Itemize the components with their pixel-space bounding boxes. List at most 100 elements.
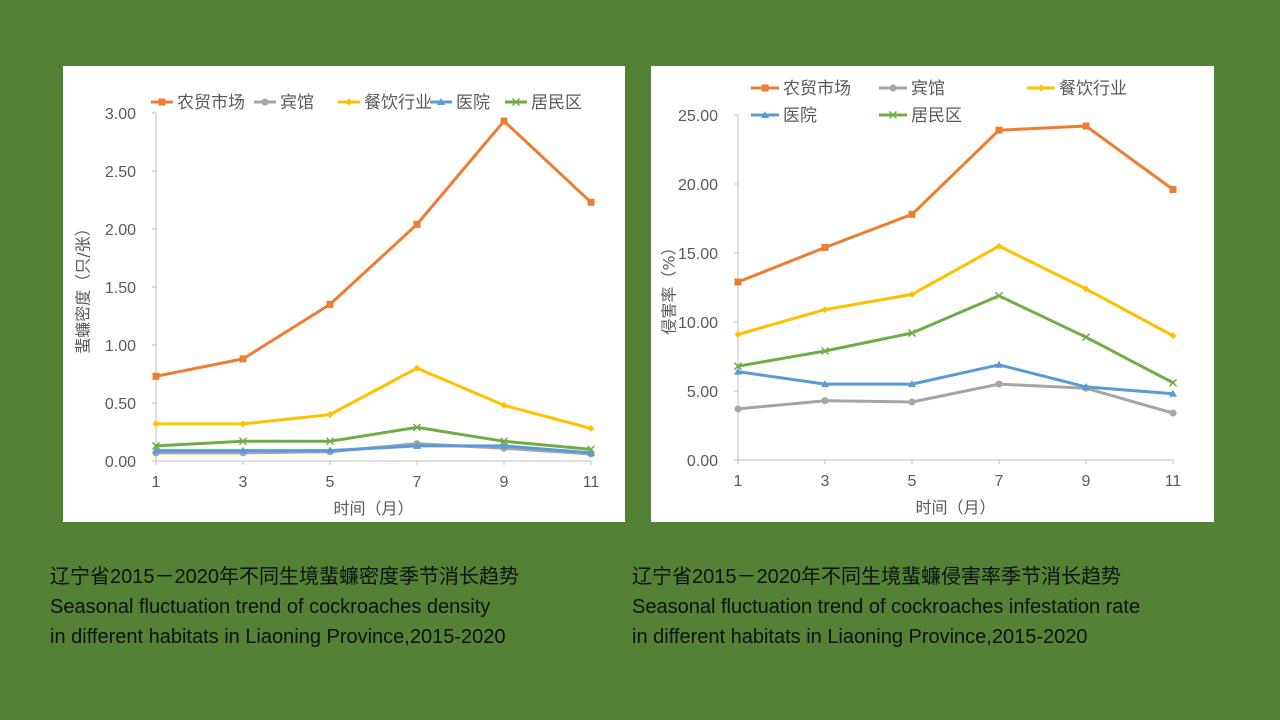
data-point (152, 446, 160, 454)
caption-chinese: 辽宁省2015－2020年不同生境蜚蠊侵害率季节消长趋势 (632, 566, 1121, 588)
x-tick-label: 3 (821, 473, 830, 490)
legend-marker (761, 84, 769, 92)
series-4 (152, 441, 595, 456)
y-tick-label: 1.50 (105, 280, 136, 297)
series-line (736, 382, 1175, 415)
data-point (413, 441, 421, 449)
data-point (995, 126, 1003, 134)
data-point (1168, 378, 1178, 387)
data-point (587, 198, 595, 206)
y-axis-label: 蜚蠊密度（只/张） (74, 220, 93, 353)
x-axis-label: 时间（月） (915, 498, 995, 517)
data-point (734, 367, 742, 375)
legend-label: 餐饮行业 (1059, 79, 1127, 99)
data-point (1082, 382, 1090, 390)
data-point (325, 437, 335, 446)
y-tick-label: 10.00 (678, 315, 718, 332)
legend-label: 宾馆 (911, 79, 945, 99)
data-point (152, 372, 160, 380)
series-1 (152, 117, 595, 380)
legend-label: 居民区 (531, 93, 582, 113)
series-line (736, 363, 1175, 396)
legend-marker (437, 98, 445, 105)
y-tick-label: 25.00 (678, 108, 718, 125)
data-point (587, 448, 595, 456)
series-3 (734, 242, 1177, 340)
legend-marker (1037, 84, 1045, 92)
legend-entry: 农贸市场 (751, 79, 851, 99)
y-tick-label: 5.00 (687, 384, 718, 401)
legend-entry: 医院 (751, 106, 817, 126)
legend-entry: 居民区 (505, 93, 582, 113)
series-4 (734, 360, 1177, 397)
data-point (152, 420, 160, 428)
data-point (239, 355, 247, 363)
data-point (151, 441, 161, 450)
y-tick-label: 0.50 (105, 396, 136, 413)
data-point (1169, 332, 1177, 340)
data-point (821, 397, 829, 405)
y-axis-label: 侵害率（%） (660, 239, 679, 334)
data-point (734, 330, 742, 338)
x-tick-label: 9 (1082, 473, 1091, 490)
series-line (154, 366, 593, 430)
x-tick-label: 1 (152, 474, 161, 491)
legend-marker (888, 110, 898, 120)
x-tick-label: 7 (995, 473, 1004, 490)
series-3 (152, 364, 595, 433)
x-tick-label: 1 (734, 473, 743, 490)
data-point (1081, 333, 1091, 342)
data-point (821, 380, 829, 388)
data-point (587, 425, 595, 433)
data-point (586, 445, 596, 454)
data-point (821, 306, 829, 314)
caption-english-line2: in different habitats in Liaoning Provin… (632, 626, 1088, 648)
legend-label: 医院 (456, 93, 490, 113)
data-point (326, 300, 334, 308)
infestation-chart: 0.00 5.00 10.00 15.00 20.00 25.00 1 3 5 7 9 11 时间（月）… (660, 79, 1182, 517)
caption-english-line1: Seasonal fluctuation trend of cockroache… (632, 596, 1141, 618)
legend-label: 居民区 (911, 106, 962, 126)
data-point (995, 380, 1003, 388)
data-point (500, 441, 508, 449)
legend-entry: 宾馆 (879, 79, 945, 99)
x-tick-label: 5 (908, 473, 917, 490)
legend-marker (889, 84, 897, 92)
x-tick-label: 5 (326, 474, 335, 491)
data-point (1082, 122, 1090, 130)
caption-english-line1: Seasonal fluctuation trend of cockroache… (50, 596, 491, 618)
y-tick-label: 15.00 (678, 246, 718, 263)
data-point (238, 437, 248, 446)
data-point (995, 242, 1003, 250)
data-point (908, 210, 916, 218)
legend-entry: 农贸市场 (151, 93, 245, 113)
data-point (500, 117, 508, 125)
x-tick-label: 7 (413, 474, 422, 491)
x-axis-label: 时间（月） (333, 499, 413, 518)
data-point (239, 420, 247, 428)
data-point (413, 220, 421, 228)
legend-label: 农贸市场 (177, 93, 245, 113)
data-point (994, 291, 1004, 300)
density-caption: 辽宁省2015－2020年不同生境蜚蠊密度季节消长趋势 Seasonal flu… (50, 562, 635, 652)
y-tick-label: 2.50 (105, 164, 136, 181)
legend-entry: 医院 (430, 93, 490, 113)
legend-marker (345, 98, 353, 106)
data-point (413, 364, 421, 372)
legend-label: 餐饮行业 (364, 93, 432, 113)
data-point (907, 329, 917, 338)
caption-chinese: 辽宁省2015－2020年不同生境蜚蠊密度季节消长趋势 (50, 566, 519, 588)
legend-entry: 餐饮行业 (338, 93, 432, 113)
infestation-chart-panel: 0.00 5.00 10.00 15.00 20.00 25.00 1 3 5 7 9 11 时间（月）… (651, 66, 1214, 522)
legend-marker (261, 98, 269, 106)
y-tick-label: 3.00 (105, 106, 136, 123)
data-point (239, 446, 247, 454)
data-point (734, 278, 742, 286)
legend-label: 宾馆 (280, 93, 314, 113)
data-point (1082, 285, 1090, 293)
legend-entry: 宾馆 (254, 93, 314, 113)
density-chart-panel: 0.00 0.50 1.00 1.50 2.00 2.50 3.00 1 3 5 7 9 11 时间（月）… (63, 66, 625, 522)
series-line (154, 119, 593, 378)
data-point (412, 423, 422, 432)
series-5 (151, 423, 596, 454)
